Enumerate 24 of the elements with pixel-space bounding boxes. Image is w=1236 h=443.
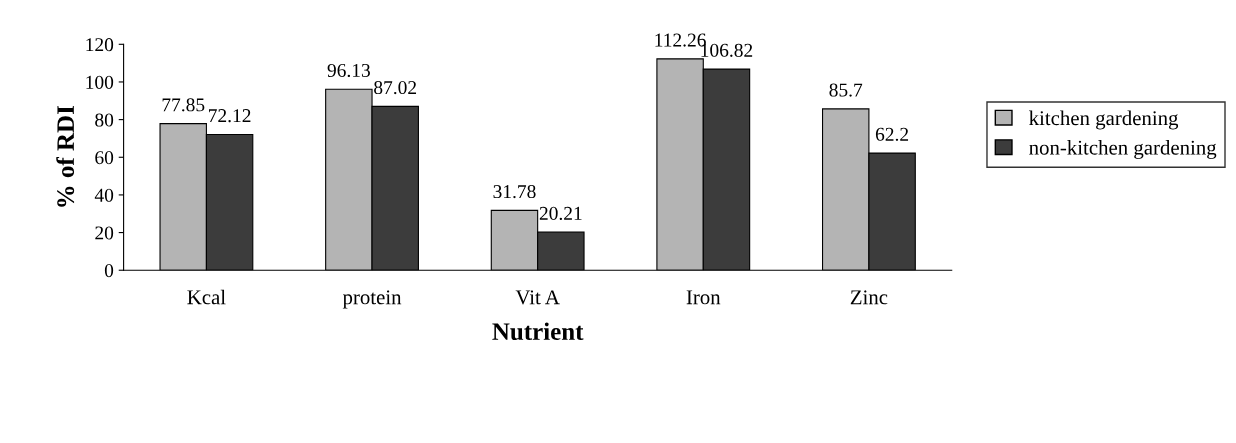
legend-label: kitchen gardening <box>1029 110 1179 130</box>
y-tick-label: 40 <box>94 188 114 202</box>
data-label: 87.02 <box>374 80 417 95</box>
data-label: 85.7 <box>829 83 863 97</box>
x-tick-label: Iron <box>686 290 721 305</box>
data-label: 20.21 <box>539 206 582 220</box>
legend-label: non-kitchen gardening <box>1029 140 1217 159</box>
y-axis-title: % of RDI <box>56 106 75 207</box>
x-tick-label: Kcal <box>187 289 226 305</box>
data-label: 31.78 <box>493 184 536 199</box>
x-tick-label: Zinc <box>850 290 888 305</box>
y-tick-label: 60 <box>95 151 114 165</box>
y-tick-label: 0 <box>104 264 114 278</box>
y-tick-label: 80 <box>95 113 114 127</box>
y-tick-label: 120 <box>86 38 114 52</box>
x-tick-label: Vit A <box>515 290 560 305</box>
data-label: 62.2 <box>875 127 909 141</box>
data-label: 96.13 <box>327 63 370 78</box>
y-tick-label: 100 <box>86 75 114 89</box>
data-label: 72.12 <box>209 109 251 123</box>
x-tick-label: protein <box>342 290 402 309</box>
data-label: 77.85 <box>162 98 205 112</box>
y-tick-label: 20 <box>95 226 114 240</box>
x-axis-title: Nutrient <box>492 322 584 341</box>
